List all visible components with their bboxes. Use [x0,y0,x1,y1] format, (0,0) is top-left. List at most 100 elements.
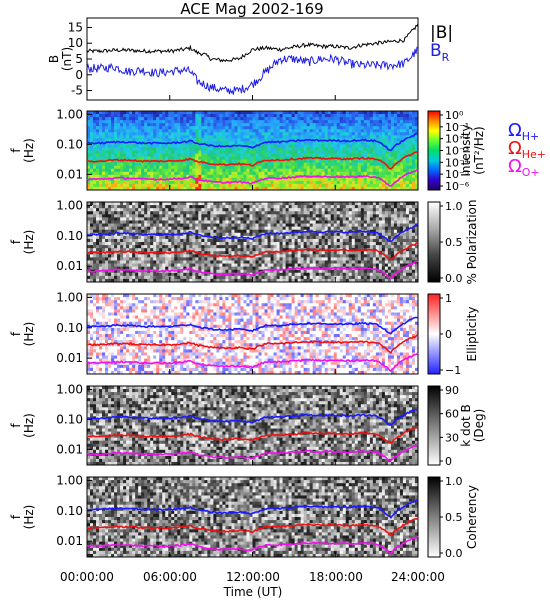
heatmap-cell [294,153,299,157]
heatmap-cell [96,272,100,277]
heatmap-cell [297,159,302,164]
heatmap-cell [276,229,280,234]
heatmap-cell [186,245,190,249]
heatmap-cell [135,186,139,191]
heatmap-cell [159,111,163,115]
heatmap-cell [300,272,305,277]
heatmap-cell [375,150,380,154]
heatmap-cell [309,214,314,218]
heatmap-cell [288,162,293,167]
heatmap-cell [228,220,232,224]
heatmap-cell [117,135,121,139]
heatmap-cell [111,186,115,191]
heatmap-cell [87,150,91,154]
heatmap-cell [108,117,112,121]
heatmap-cell [276,147,280,151]
heatmap-cell [138,235,142,240]
heatmap-cell [105,162,109,167]
heatmap-cell [327,123,332,127]
heatmap-cell [180,269,184,274]
heatmap-cell [117,229,121,234]
heatmap-cell [117,208,121,212]
heatmap-cell [120,180,124,185]
heatmap-cell [240,217,244,221]
heatmap-cell [189,217,193,221]
heatmap-cell [138,183,142,188]
heatmap-cell [213,275,217,280]
heatmap-cell [228,156,232,161]
heatmap-cell [252,156,256,161]
heatmap-cell [249,135,253,139]
heatmap-cell [126,269,130,274]
heatmap-cell [309,245,314,249]
heatmap-cell [120,144,124,148]
heatmap-cell [168,165,172,170]
heatmap-cell [102,263,106,268]
heatmap-cell [105,226,109,231]
heatmap-cell [204,114,208,118]
heatmap-cell [141,223,145,228]
heatmap-cell [264,186,268,191]
heatmap-cell [270,171,274,176]
heatmap-cell [201,226,205,231]
heatmap-cell [189,269,193,274]
heatmap-cell [312,159,317,164]
heatmap-cell [273,205,277,209]
heatmap-cell [270,223,274,228]
heatmap-cell [216,226,220,231]
heatmap-cell [189,232,193,237]
heatmap-cell [381,147,386,151]
heatmap-cell [210,111,214,115]
heatmap-cell [114,214,118,218]
heatmap-cell [138,180,142,185]
heatmap-cell [396,141,401,145]
heatmap-cell [87,278,91,283]
heatmap-cell [195,217,199,221]
heatmap-cell [198,117,202,121]
heatmap-cell [264,147,268,151]
heatmap-cell [129,229,133,234]
heatmap-cell [348,132,353,136]
heatmap-cell [111,117,115,121]
heatmap-cell [186,257,190,261]
heatmap-cell [225,205,229,209]
heatmap-cell [222,159,226,164]
heatmap-cell [126,238,130,243]
heatmap-cell [192,251,196,255]
heatmap-cell [291,153,296,157]
heatmap-cell [354,150,359,154]
heatmap-cell [399,180,404,185]
heatmap-cell [321,260,326,264]
heatmap-cell [138,186,142,191]
heatmap-cell [270,263,274,268]
heatmap-cell [255,235,259,240]
heatmap-cell [207,132,211,136]
heatmap-cell [177,217,181,221]
heatmap-cell [150,186,154,191]
heatmap-cell [258,135,262,139]
heatmap-cell [237,211,241,215]
heatmap-cell [153,186,157,191]
heatmap-cell [108,232,112,237]
heatmap-cell [330,153,335,157]
heatmap-cell [354,117,359,121]
heatmap-cell [231,278,235,283]
heatmap-cell [168,229,172,234]
heatmap-cell [108,183,112,188]
heatmap-cell [318,242,323,246]
heatmap-cell [189,223,193,228]
heatmap-cell [249,211,253,215]
heatmap-cell [198,226,202,231]
heatmap-cell [249,238,253,243]
heatmap-cell [384,168,389,173]
heatmap-cell [396,147,401,151]
heatmap-cell [357,126,362,130]
heatmap-cell [222,205,226,209]
heatmap-cell [270,278,274,283]
heatmap-cell [234,141,238,145]
heatmap-cell [96,260,100,264]
heatmap-cell [111,226,115,231]
heatmap-cell [222,126,226,130]
heatmap-cell [213,223,217,228]
heatmap-cell [387,111,392,115]
